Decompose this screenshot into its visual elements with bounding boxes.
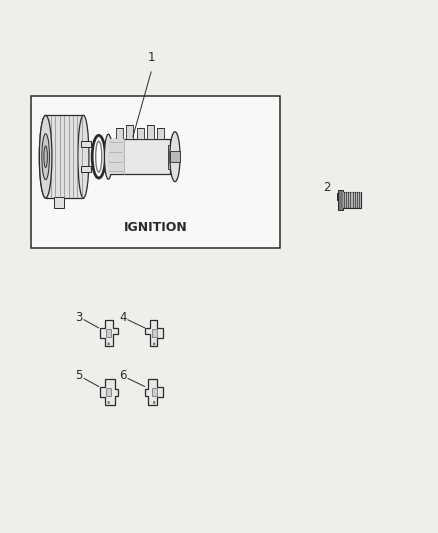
Bar (108, 140, 124, 174)
Bar (46, 116, 83, 198)
Bar (137, 128, 144, 140)
Bar (108, 140, 170, 174)
Bar (106, 388, 111, 395)
Ellipse shape (92, 135, 105, 178)
Polygon shape (100, 379, 118, 405)
Bar (81, 166, 91, 172)
Ellipse shape (39, 115, 52, 198)
Polygon shape (145, 379, 162, 405)
Bar (170, 151, 180, 162)
Text: 3: 3 (75, 311, 82, 324)
Ellipse shape (95, 141, 102, 172)
Bar (116, 128, 123, 140)
Bar (126, 125, 133, 140)
Text: 1: 1 (147, 51, 155, 64)
Bar (342, 192, 361, 208)
Text: 6: 6 (119, 369, 127, 382)
Ellipse shape (108, 401, 110, 403)
Text: 2: 2 (323, 181, 331, 194)
Bar (31, 96, 280, 248)
Ellipse shape (108, 343, 110, 345)
Bar (152, 388, 157, 395)
Bar (167, 144, 177, 169)
Ellipse shape (78, 115, 89, 198)
Bar (338, 190, 343, 210)
Text: 4: 4 (119, 311, 127, 324)
Bar (157, 128, 164, 140)
Ellipse shape (104, 134, 112, 179)
Ellipse shape (170, 132, 180, 182)
Ellipse shape (39, 115, 52, 198)
Text: IGNITION: IGNITION (124, 221, 187, 234)
Bar (81, 141, 91, 147)
Ellipse shape (153, 401, 155, 403)
Ellipse shape (42, 134, 49, 180)
Polygon shape (145, 320, 162, 346)
Bar (54, 197, 64, 208)
Ellipse shape (44, 146, 47, 167)
Bar (147, 125, 154, 140)
Bar (152, 329, 157, 337)
Text: 5: 5 (75, 369, 82, 382)
Polygon shape (100, 320, 118, 346)
Ellipse shape (153, 343, 155, 345)
Bar (106, 329, 111, 337)
